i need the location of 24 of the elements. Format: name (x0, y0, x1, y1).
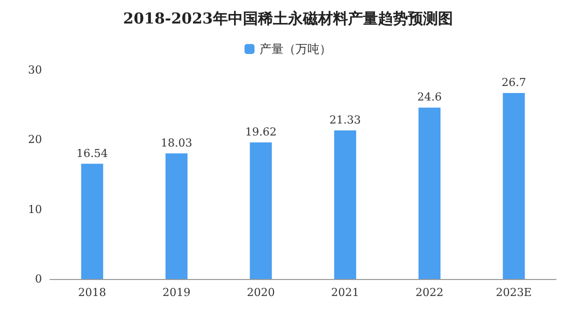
y-tick-label: 0 (35, 272, 42, 286)
bar (418, 108, 440, 279)
bar (166, 153, 188, 279)
data-label: 26.7 (502, 76, 526, 89)
x-tick-label: 2019 (162, 286, 190, 299)
data-label: 24.6 (417, 90, 442, 104)
data-label: 19.62 (245, 125, 277, 138)
data-label: 18.03 (160, 136, 192, 150)
data-label: 16.54 (76, 146, 108, 160)
legend-label: 产量（万吨） (260, 42, 332, 56)
x-tick-label: 2020 (246, 286, 275, 299)
x-tick-label: 2018 (78, 286, 106, 299)
data-label: 21.33 (329, 113, 361, 126)
bar (334, 130, 356, 279)
bar (81, 164, 104, 279)
y-tick-label: 20 (28, 133, 42, 146)
y-tick-label: 10 (28, 202, 42, 216)
x-tick-label: 2023E (496, 286, 532, 299)
x-tick-label: 2021 (331, 286, 360, 299)
x-tick-label: 2022 (416, 286, 444, 299)
chart-title: 2018-2023年中国稀土永磁材料产量趋势预测图 (123, 10, 453, 28)
bar (502, 92, 525, 279)
y-tick-label: 30 (28, 64, 42, 76)
bar (250, 142, 272, 279)
